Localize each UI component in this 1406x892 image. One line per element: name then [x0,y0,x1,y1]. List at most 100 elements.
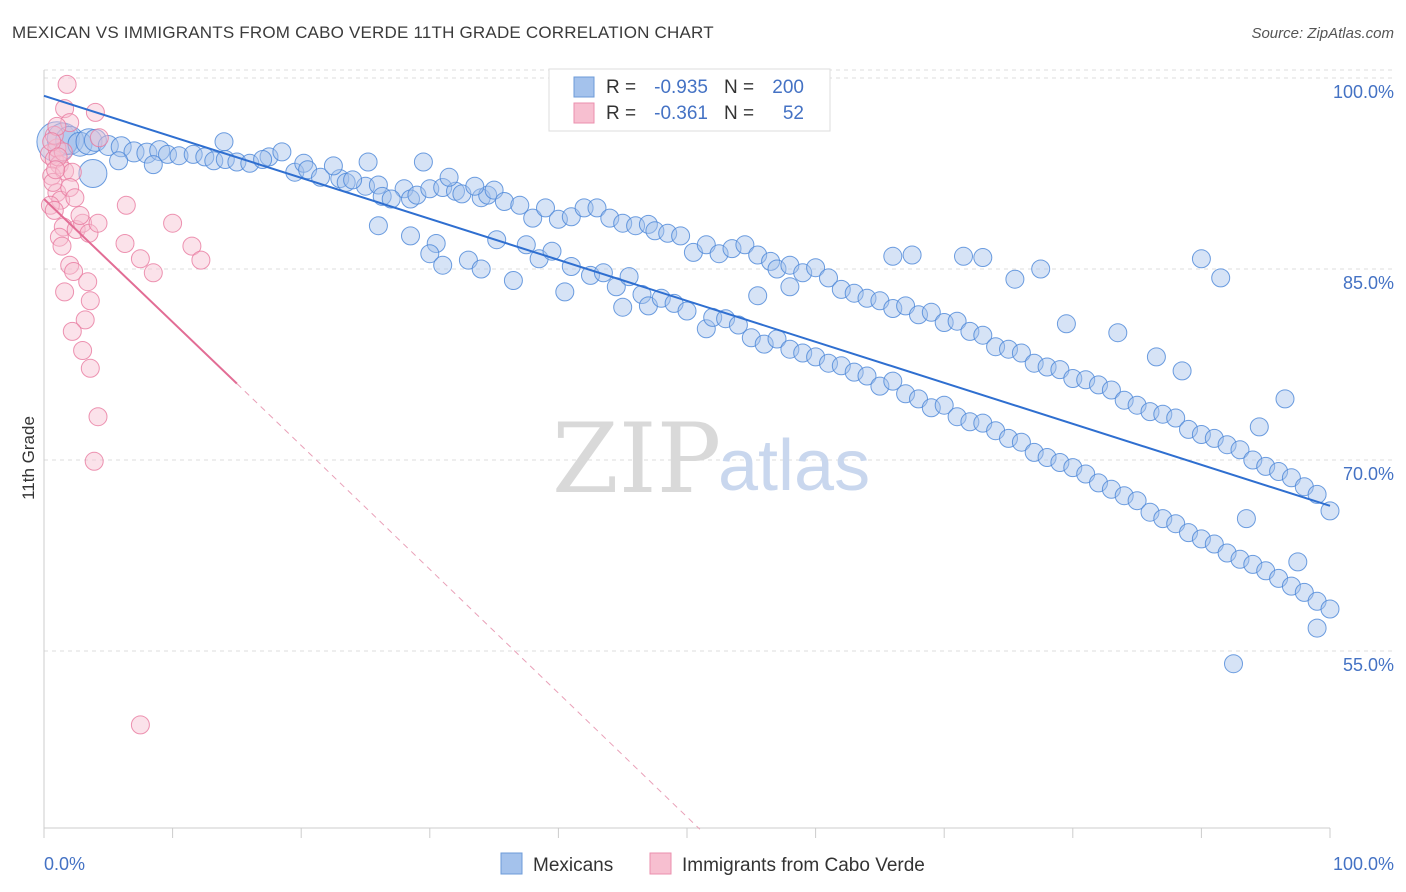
mexicans-point-80 [844,283,864,303]
legend-top: R = -0.935 N = 200 R = -0.361 N = 52 [548,68,831,132]
legend-n-label-1: N = [724,77,754,98]
mexicans-point-49 [381,189,401,209]
mexicans-point-206 [1275,389,1295,409]
mexicans-point-54 [523,208,543,228]
mexicans-point-39 [433,178,453,197]
mexicans-point-152 [870,376,890,396]
mexicans-point-151 [857,366,877,386]
mexicans-point-170 [1101,479,1121,499]
trend-lines [43,94,1331,830]
mexicans-point-154 [896,384,916,404]
mexicans-point-83 [883,299,903,318]
mexicans-point-113 [1269,462,1289,481]
mexicans-point-71 [735,235,755,255]
mexicans-point-196 [954,246,973,266]
cabo-verde-point-48 [130,715,150,735]
mexicans-point-166 [1050,453,1070,472]
mexicans-point-66 [671,226,691,246]
mexicans-point-10 [136,142,158,164]
cabo-verde-point-20 [73,213,93,233]
series-mexicans [36,121,1340,674]
mexicans-point-120 [426,234,446,253]
mexicans-point-79 [831,279,851,299]
legend-n-label-2: N = [724,103,754,124]
legend-bottom: Mexicans Immigrants from Cabo Verde [500,852,925,876]
mexicans-point-58 [574,198,594,218]
mexicans-point-22 [214,132,234,152]
legend-r-value-1: -0.935 [654,77,708,98]
mexicans-point-201 [1108,323,1128,343]
mexicans-point-125 [516,235,536,255]
mexicans-point-174 [1153,509,1173,529]
mexicans-point-60 [600,208,620,228]
cabo-verde-point-30 [80,358,100,378]
legend-swatch-mexicans [573,76,595,98]
legend-n-value-1: 200 [772,77,804,98]
x-tick-labels: 0.0% 100.0% [44,854,1394,874]
mexicans-point-108 [1204,428,1224,448]
cabo-verde-point-35 [130,249,150,269]
mexicans-point-23 [143,155,163,175]
mexicans-point-33 [368,175,388,195]
mexicans-point-93 [1011,343,1031,363]
mexicans-point-69 [709,244,729,264]
mexicans-point-187 [1320,599,1340,619]
mexicans-point-88 [947,311,967,331]
mexicans-point-162 [999,428,1018,448]
mexicans-point-202 [1146,347,1166,367]
mexicans-point-141 [728,315,748,335]
mexicans-point-207 [1224,654,1243,674]
mexicans-point-14 [183,144,203,164]
watermark: ZIP atlas [552,403,870,515]
mexicans-point-198 [1005,269,1025,289]
y-tick-label-1: 70.0% [1343,464,1394,484]
mexicans-point-177 [1191,529,1211,549]
cabo-verde-point-26 [80,291,100,311]
mexicans-point-211 [1236,509,1256,529]
mexicans-point-51 [439,167,459,187]
mexicans-point-158 [947,407,967,427]
mexicans-point-157 [934,395,954,415]
mexicans-point-101 [1114,390,1134,410]
mexicans-point-146 [793,343,813,363]
mexicans-point-45 [494,192,514,211]
mexicans-point-191 [613,297,633,317]
cabo-verde-point-39 [191,250,211,270]
cabo-verde-point-37 [163,213,183,233]
y-tick-label-3: 100.0% [1333,82,1394,102]
mexicans-point-27 [294,153,314,173]
mexicans-point-105 [1166,408,1186,428]
mexicans-point-197 [973,248,993,267]
y-tick-labels: 55.0% 70.0% 85.0% 100.0% [1333,82,1394,675]
cabo-verde-point-28 [62,321,82,341]
mexicans-point-92 [999,339,1018,359]
mexicans-point-143 [754,334,774,354]
mexicans-point-164 [1024,442,1044,462]
watermark-zip: ZIP [552,403,721,515]
mexicans-point-112 [1256,456,1276,476]
cabo-verde-point-34 [115,234,135,253]
mexicans-point-48 [323,156,343,176]
mexicans-point-116 [1307,484,1327,504]
mexicans-point-209 [1288,552,1308,572]
mexicans-point-192 [748,286,768,306]
legend-bottom-label-cabo-verde: Immigrants from Cabo Verde [682,855,925,876]
mexicans-point-119 [401,226,420,246]
cabo-verde-point-42 [57,74,77,94]
cabo-verde-point-15 [52,236,72,256]
mexicans-point-200 [1056,314,1076,334]
mexicans-point-74 [767,259,787,279]
cabo-verde-point-49 [43,172,63,192]
mexicans-point-46 [358,152,378,172]
mexicans-point-165 [1037,448,1057,467]
mexicans-point-55 [536,198,555,218]
mexicans-point-24 [109,151,129,171]
mexicans-point-47 [343,170,363,190]
y-axis-label: 11th Grade [19,416,38,500]
cabo-verde-point-29 [73,341,93,360]
mexicans-trend-line [43,94,1331,507]
mexicans-point-73 [761,251,781,271]
mexicans-point-59 [587,198,607,218]
mexicans-point-100 [1101,380,1121,400]
